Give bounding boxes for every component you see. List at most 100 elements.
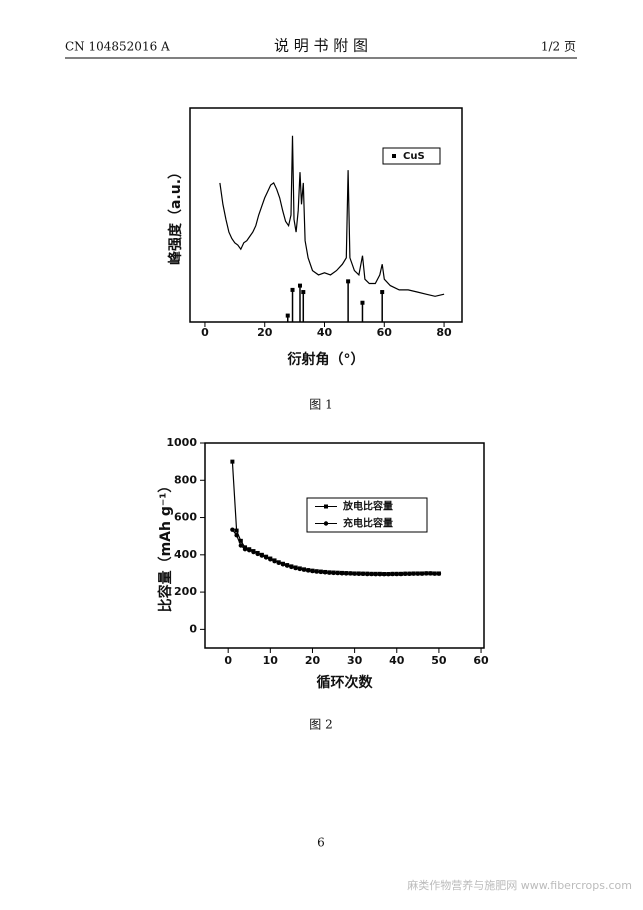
- header-left: CN 104852016 A: [65, 40, 170, 54]
- series-line: [231, 529, 439, 575]
- y-axis-label: 峰强度（a.u.）: [167, 165, 184, 265]
- marker: [377, 572, 383, 577]
- marker: [238, 543, 244, 548]
- x-tick-label: 80: [436, 326, 452, 339]
- marker: [428, 571, 433, 576]
- marker: [360, 571, 366, 577]
- marker: [369, 571, 374, 577]
- marker: [331, 570, 336, 576]
- x-tick-label: 20: [305, 654, 321, 667]
- x-tick-label: 60: [473, 654, 489, 667]
- marker: [398, 571, 404, 577]
- series-line: [219, 135, 445, 297]
- legend-label: 放电比容量: [342, 500, 393, 513]
- marker: [238, 538, 243, 543]
- marker: [285, 313, 290, 318]
- marker: [335, 570, 340, 576]
- legend-marker: [323, 521, 329, 526]
- marker: [234, 533, 239, 538]
- marker: [415, 571, 421, 576]
- marker: [280, 562, 286, 567]
- y-tick-label: 0: [189, 622, 197, 635]
- marker: [327, 570, 332, 575]
- legend-marker: [324, 504, 328, 509]
- page-number: 6: [317, 836, 325, 850]
- marker: [424, 571, 429, 576]
- x-axis-label: 循环次数: [317, 674, 374, 691]
- marker: [276, 560, 281, 566]
- x-tick-label: 40: [317, 326, 333, 339]
- y-tick-label: 600: [174, 511, 197, 524]
- marker: [402, 571, 408, 577]
- legend-box: [382, 147, 441, 165]
- x-tick-label: 0: [201, 326, 209, 339]
- marker: [272, 558, 277, 564]
- x-tick-label: 60: [377, 326, 393, 339]
- y-tick-label: 800: [174, 473, 197, 486]
- x-tick-label: 0: [224, 654, 232, 667]
- marker: [247, 547, 252, 553]
- header-right: 1/2 页: [541, 40, 576, 54]
- marker: [407, 571, 412, 577]
- marker: [373, 572, 378, 577]
- marker: [284, 563, 290, 568]
- marker: [301, 567, 307, 572]
- marker: [339, 571, 345, 576]
- marker: [297, 566, 303, 572]
- marker: [380, 290, 385, 295]
- caption: 图 1: [309, 398, 332, 412]
- marker: [365, 571, 370, 577]
- header-title: 说 明 书 附 图: [274, 37, 368, 55]
- legend-label: 充电比容量: [343, 517, 393, 530]
- marker: [356, 571, 362, 577]
- marker: [381, 572, 387, 577]
- plot-frame: [189, 107, 463, 323]
- x-tick-label: 30: [347, 654, 363, 667]
- caption: 图 2: [309, 718, 332, 732]
- marker: [230, 459, 235, 464]
- marker: [242, 547, 248, 552]
- marker: [310, 568, 315, 574]
- marker: [348, 571, 353, 576]
- marker: [390, 571, 395, 577]
- marker: [322, 570, 328, 575]
- marker: [290, 287, 295, 292]
- x-tick-label: 50: [431, 654, 447, 667]
- marker: [436, 571, 442, 576]
- marker: [297, 283, 302, 288]
- marker: [259, 553, 265, 558]
- marker: [343, 571, 349, 576]
- marker: [293, 565, 298, 571]
- y-axis-label: 比容量（mAh g⁻¹）: [157, 479, 174, 613]
- marker: [306, 568, 311, 573]
- marker: [386, 572, 391, 577]
- marker: [318, 569, 324, 575]
- marker: [394, 571, 399, 577]
- marker: [352, 571, 357, 576]
- marker: [346, 279, 351, 284]
- marker: [419, 571, 425, 576]
- marker: [268, 557, 273, 562]
- marker: [289, 564, 294, 570]
- legend-marker: [392, 154, 396, 158]
- x-tick-label: 10: [263, 654, 279, 667]
- marker: [230, 527, 235, 532]
- watermark: 麻类作物营养与施肥网 www.fibercrops.com: [407, 878, 632, 892]
- plot-frame: [204, 442, 485, 649]
- marker: [432, 571, 437, 576]
- marker: [314, 569, 319, 574]
- x-tick-label: 40: [389, 654, 405, 667]
- y-tick-label: 400: [174, 548, 197, 561]
- marker: [360, 300, 365, 305]
- x-tick-label: 20: [257, 326, 273, 339]
- legend-box: [306, 497, 428, 533]
- marker: [263, 555, 269, 560]
- marker: [301, 290, 306, 295]
- marker: [411, 571, 416, 576]
- marker: [234, 528, 239, 533]
- y-tick-label: 200: [174, 585, 197, 598]
- legend-label: CuS: [403, 151, 425, 162]
- x-axis-label: 衍射角（°）: [287, 351, 365, 368]
